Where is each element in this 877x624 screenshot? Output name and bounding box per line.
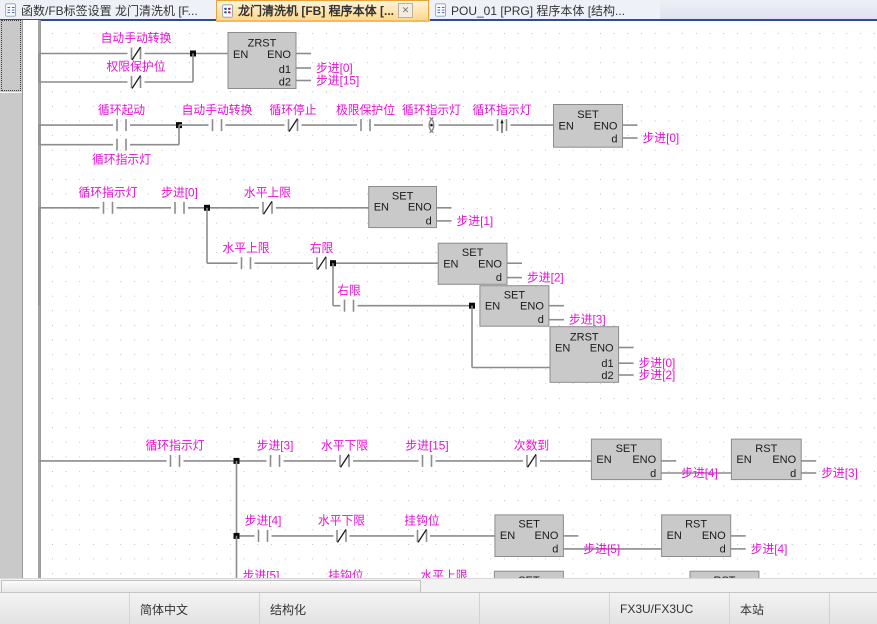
svg-text:d: d [538,314,544,326]
svg-text:ENO: ENO [594,121,618,133]
svg-text:右限: 右限 [337,284,361,298]
svg-text:d: d [552,544,558,556]
svg-text:挂钩位: 挂钩位 [328,569,364,578]
svg-text:自动手动转换: 自动手动转换 [101,31,172,45]
svg-text:ENO: ENO [478,258,502,270]
svg-text:挂钩位: 挂钩位 [404,514,440,528]
svg-text:EN: EN [500,530,515,542]
svg-text:步进[3]: 步进[3] [569,313,606,327]
svg-text:循环停止: 循环停止 [269,103,316,117]
svg-text:d: d [426,215,432,227]
svg-text:d1: d1 [601,358,613,370]
svg-text:d1: d1 [279,64,291,76]
svg-text:ZRST: ZRST [248,38,277,50]
svg-text:步进[4]: 步进[4] [245,514,282,528]
svg-text:极限保护位: 极限保护位 [336,103,395,117]
svg-text:循环指示灯: 循环指示灯 [79,186,138,200]
svg-text:循环指示灯: 循环指示灯 [473,103,532,117]
svg-text:ENO: ENO [535,530,559,542]
svg-text:ENO: ENO [267,49,291,61]
svg-text:SET: SET [577,109,599,121]
svg-text:EN: EN [443,258,458,270]
svg-text:EN: EN [559,121,574,133]
svg-text:EN: EN [667,530,682,542]
svg-text:自动手动转换: 自动手动转换 [182,103,253,117]
svg-text:EN: EN [555,343,570,355]
svg-text:d: d [650,468,656,480]
svg-text:EN: EN [736,454,751,466]
svg-text:步进[2]: 步进[2] [527,271,564,285]
svg-text:循环指示灯: 循环指示灯 [146,439,205,453]
svg-text:步进[0]: 步进[0] [643,131,680,145]
svg-text:步进[5]: 步进[5] [243,569,280,578]
svg-text:权限保护位: 权限保护位 [107,60,166,74]
svg-text:步进[15]: 步进[15] [405,439,448,453]
svg-text:步进[4]: 步进[4] [681,466,718,480]
svg-text:ENO: ENO [702,530,726,542]
svg-text:水平下限: 水平下限 [321,439,368,453]
svg-text:步进[1]: 步进[1] [457,214,494,228]
svg-text:步进[15]: 步进[15] [316,74,359,88]
svg-text:d: d [720,544,726,556]
svg-text:步进[3]: 步进[3] [821,466,858,480]
svg-text:水平上限: 水平上限 [420,569,467,578]
svg-text:步进[5]: 步进[5] [583,542,620,556]
svg-text:SET: SET [518,519,540,531]
svg-text:RST: RST [685,519,707,531]
svg-text:循环起动: 循环起动 [98,103,145,117]
svg-text:ENO: ENO [408,202,432,214]
svg-text:水平上限: 水平上限 [222,241,269,255]
svg-text:EN: EN [485,301,500,313]
svg-text:水平下限: 水平下限 [318,514,365,528]
svg-text:d: d [611,134,617,146]
svg-text:右限: 右限 [310,241,334,255]
svg-text:循环指示灯: 循环指示灯 [92,153,151,167]
svg-text:EN: EN [596,454,611,466]
svg-text:步进[0]: 步进[0] [161,186,198,200]
svg-text:d2: d2 [279,77,291,89]
svg-text:步进[3]: 步进[3] [257,439,294,453]
svg-text:ENO: ENO [590,343,614,355]
svg-text:d2: d2 [601,370,613,382]
svg-text:ENO: ENO [520,301,544,313]
svg-text:d: d [496,272,502,284]
svg-text:步进[2]: 步进[2] [639,368,676,382]
svg-text:EN: EN [233,49,248,61]
svg-text:水平上限: 水平上限 [244,186,291,200]
svg-text:d: d [790,468,796,480]
svg-text:ENO: ENO [632,454,656,466]
svg-text:步进[4]: 步进[4] [751,542,788,556]
svg-text:EN: EN [374,202,389,214]
svg-text:循环指示灯: 循环指示灯 [402,103,461,117]
svg-text:次数到: 次数到 [514,439,549,453]
svg-text:ENO: ENO [772,454,796,466]
